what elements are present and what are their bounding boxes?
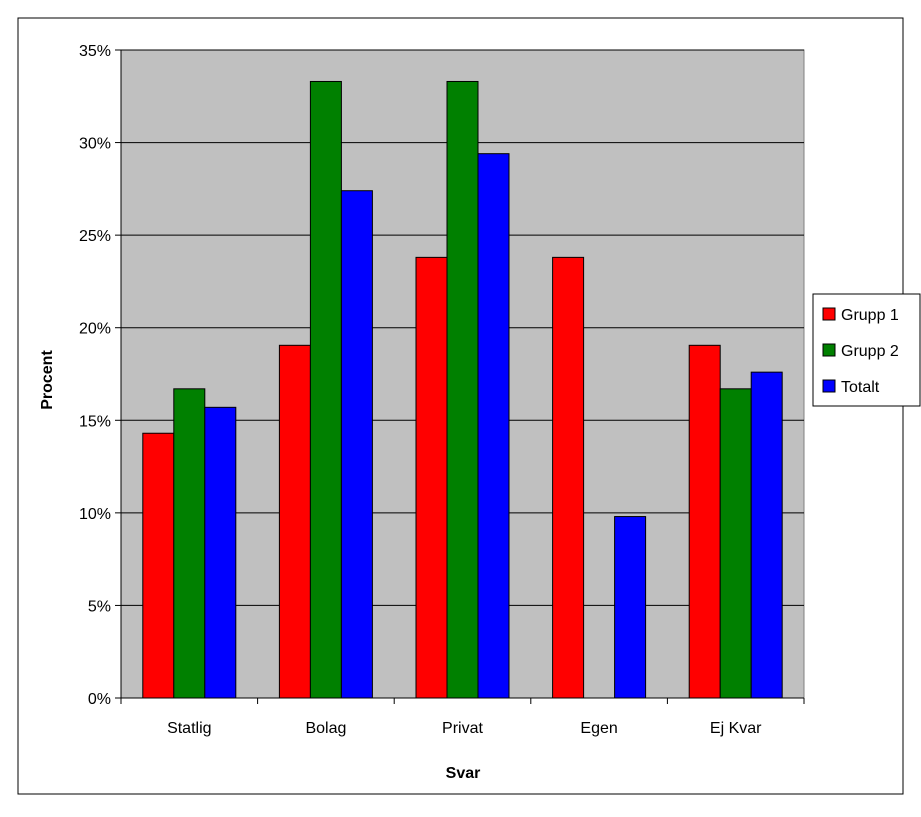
plot-area: 0% 5% 10% 15% 20% 25% 30% 35% Statlig Bolag Privat… [79,43,805,737]
bar-grupp-1-bolag [278,344,311,699]
legend-label-grupp-2: Grupp 2 [841,343,899,360]
legend-swatch-grupp-1 [822,307,836,321]
legend-swatch-totalt [822,379,836,393]
bar-grupp-1-ej-kvar [688,344,721,699]
legend: Grupp 1 Grupp 2 Totalt [812,293,921,407]
bar-totalt-statlig [204,406,237,699]
legend-label-grupp-1: Grupp 1 [841,307,899,324]
y-tick-label: 10% [79,506,111,523]
y-tick-label: 5% [88,598,111,615]
bar-grupp-1-statlig [142,432,175,699]
bar-grupp-2-ej-kvar [719,388,752,699]
bar-totalt-egen [614,516,647,699]
x-tick-label: Bolag [305,720,346,737]
bar-totalt-privat [477,153,510,699]
legend-swatch-grupp-2 [822,343,836,357]
bar-grupp-1-privat [415,256,448,699]
bar-grupp-2-privat [446,80,479,699]
bar-grupp-1-egen [552,256,585,699]
bar-totalt-ej-kvar [750,371,783,699]
y-tick-label: 35% [79,43,111,60]
y-axis-title: Procent [39,350,56,410]
y-tick-label: 0% [88,691,111,708]
x-tick-label: Privat [442,720,483,737]
legend-label-totalt: Totalt [841,379,880,396]
bar-totalt-bolag [340,190,373,699]
bar-grupp-2-statlig [173,388,206,699]
y-tick-label: 15% [79,413,111,430]
bar-grupp-2-bolag [309,80,342,699]
y-tick-label: 20% [79,321,111,338]
y-tick-label: 30% [79,136,111,153]
x-axis-title: Svar [446,765,481,782]
x-tick-label: Ej Kvar [710,720,762,737]
y-tick-label: 25% [79,228,111,245]
x-tick-label: Egen [580,720,617,737]
x-tick-label: Statlig [167,720,211,737]
